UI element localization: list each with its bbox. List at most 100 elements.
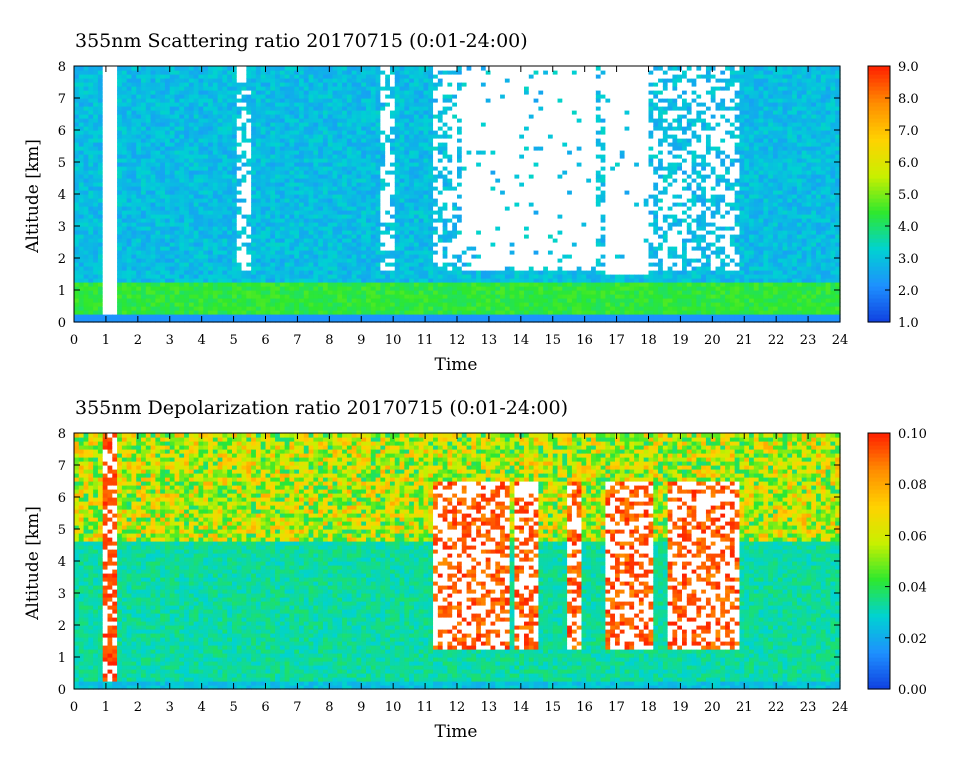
heatmap-cell bbox=[260, 110, 267, 115]
heatmap-cell bbox=[418, 286, 425, 291]
heatmap-cell bbox=[236, 226, 243, 231]
heatmap-cell bbox=[361, 318, 367, 323]
heatmap-cell bbox=[279, 118, 286, 123]
heatmap-cell bbox=[131, 258, 137, 263]
heatmap-cell bbox=[313, 286, 319, 291]
heatmap-cell bbox=[299, 98, 305, 103]
heatmap-cell bbox=[389, 202, 396, 207]
heatmap-cell bbox=[203, 290, 209, 295]
heatmap-cell bbox=[117, 250, 123, 255]
heatmap-cell bbox=[346, 142, 353, 147]
heatmap-cell bbox=[361, 246, 367, 251]
heatmap-cell bbox=[97, 102, 104, 107]
heatmap-cell bbox=[160, 122, 166, 127]
heatmap-cell bbox=[361, 282, 367, 287]
heatmap-cell bbox=[88, 126, 94, 131]
heatmap-cell bbox=[270, 94, 276, 99]
heatmap-cell bbox=[131, 118, 137, 123]
heatmap-cell bbox=[212, 142, 219, 147]
heatmap-cell bbox=[313, 274, 319, 279]
heatmap-cell bbox=[78, 262, 85, 267]
heatmap-cell bbox=[241, 106, 247, 111]
heatmap-cell bbox=[193, 146, 200, 151]
heatmap-cell bbox=[93, 166, 99, 171]
heatmap-cell bbox=[299, 242, 305, 247]
heatmap-cell bbox=[351, 282, 358, 287]
heatmap-cell bbox=[160, 218, 166, 223]
heatmap-cell bbox=[198, 298, 204, 303]
heatmap-cell bbox=[279, 82, 286, 87]
heatmap-cell bbox=[184, 314, 190, 319]
heatmap-cell bbox=[97, 98, 104, 103]
heatmap-cell bbox=[141, 262, 147, 267]
heatmap-cell bbox=[227, 318, 233, 323]
heatmap-cell bbox=[413, 318, 420, 323]
heatmap-cell bbox=[208, 110, 214, 115]
heatmap-cell bbox=[351, 178, 358, 183]
heatmap-cell bbox=[246, 158, 252, 163]
heatmap-cell bbox=[351, 198, 358, 203]
heatmap-cell bbox=[131, 90, 137, 95]
heatmap-cell bbox=[93, 246, 99, 251]
heatmap-cell bbox=[265, 66, 271, 71]
heatmap-cell bbox=[442, 238, 449, 243]
heatmap-cell bbox=[265, 146, 271, 151]
heatmap-cell bbox=[356, 202, 362, 207]
heatmap-cell bbox=[447, 314, 453, 319]
heatmap-cell bbox=[208, 230, 214, 235]
heatmap-cell bbox=[246, 82, 252, 87]
heatmap-cell bbox=[74, 198, 80, 203]
heatmap-cell bbox=[255, 98, 262, 103]
heatmap-cell bbox=[251, 238, 257, 243]
heatmap-cell bbox=[241, 278, 247, 283]
heatmap-cell bbox=[121, 210, 128, 215]
heatmap-cell bbox=[399, 182, 405, 187]
heatmap-cell bbox=[193, 74, 200, 79]
heatmap-cell bbox=[318, 218, 324, 223]
heatmap-cell bbox=[322, 210, 329, 215]
heatmap-cell bbox=[169, 250, 176, 255]
heatmap-cell bbox=[260, 298, 267, 303]
heatmap-cell bbox=[423, 150, 429, 155]
heatmap-cell bbox=[437, 74, 444, 79]
heatmap-cell bbox=[231, 286, 238, 291]
heatmap-cell bbox=[303, 166, 310, 171]
heatmap-cell bbox=[203, 210, 209, 215]
heatmap-cell bbox=[102, 154, 109, 159]
heatmap-cell bbox=[346, 198, 353, 203]
heatmap-cell bbox=[145, 166, 152, 171]
heatmap-cell bbox=[413, 94, 420, 99]
heatmap-cell bbox=[303, 214, 310, 219]
heatmap-cell bbox=[332, 266, 338, 271]
heatmap-cell bbox=[308, 78, 314, 83]
heatmap-cell bbox=[78, 258, 85, 263]
heatmap-cell bbox=[102, 246, 109, 251]
heatmap-cell bbox=[409, 198, 415, 203]
heatmap-cell bbox=[389, 246, 396, 251]
heatmap-cell bbox=[265, 242, 271, 247]
heatmap-cell bbox=[212, 282, 219, 287]
heatmap-cell bbox=[260, 94, 267, 99]
heatmap-cell bbox=[399, 310, 405, 315]
heatmap-cell bbox=[222, 302, 228, 307]
heatmap-cell bbox=[313, 234, 319, 239]
heatmap-cell bbox=[399, 222, 405, 227]
heatmap-cell bbox=[380, 294, 386, 299]
heatmap-cell bbox=[366, 158, 372, 163]
heatmap-cell bbox=[265, 162, 271, 167]
heatmap-cell bbox=[428, 74, 434, 79]
heatmap-cell bbox=[255, 258, 262, 263]
heatmap-cell bbox=[107, 214, 113, 219]
heatmap-cell bbox=[102, 178, 109, 183]
heatmap-cell bbox=[284, 250, 291, 255]
heatmap-cell bbox=[275, 90, 281, 95]
heatmap-cell bbox=[193, 282, 200, 287]
heatmap-cell bbox=[121, 202, 128, 207]
heatmap-cell bbox=[299, 102, 305, 107]
heatmap-cell bbox=[327, 314, 334, 319]
heatmap-cell bbox=[356, 282, 362, 287]
heatmap-cell bbox=[246, 126, 252, 131]
heatmap-cell bbox=[251, 298, 257, 303]
heatmap-cell bbox=[145, 218, 152, 223]
heatmap-cell bbox=[145, 278, 152, 283]
